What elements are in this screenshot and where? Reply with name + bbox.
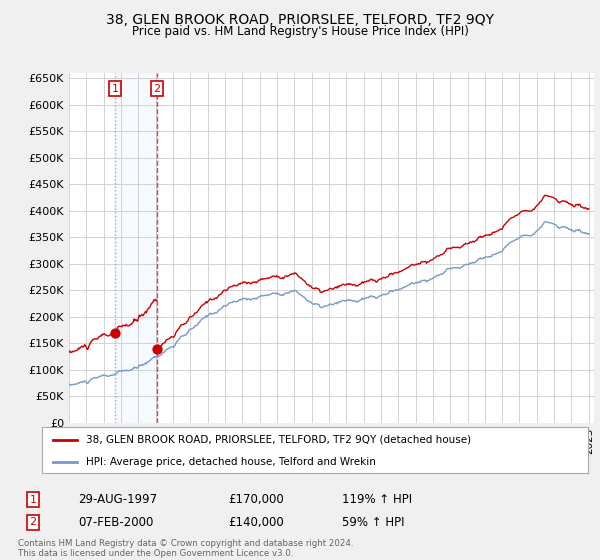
Text: 59% ↑ HPI: 59% ↑ HPI [342, 516, 404, 529]
Point [152, 344, 162, 353]
Text: £140,000: £140,000 [228, 516, 284, 529]
Text: 2: 2 [29, 517, 37, 528]
Text: 29-AUG-1997: 29-AUG-1997 [78, 493, 157, 506]
Text: 1: 1 [112, 83, 118, 94]
Text: 119% ↑ HPI: 119% ↑ HPI [342, 493, 412, 506]
Bar [115, 73, 157, 423]
Text: HPI: Average price, detached house, Telford and Wrekin: HPI: Average price, detached house, Telf… [86, 457, 376, 466]
Text: 38, GLEN BROOK ROAD, PRIORSLEE, TELFORD, TF2 9QY: 38, GLEN BROOK ROAD, PRIORSLEE, TELFORD,… [106, 13, 494, 27]
Point [110, 328, 120, 337]
Text: Price paid vs. HM Land Registry's House Price Index (HPI): Price paid vs. HM Land Registry's House … [131, 25, 469, 38]
Text: Contains HM Land Registry data © Crown copyright and database right 2024.
This d: Contains HM Land Registry data © Crown c… [18, 539, 353, 558]
Text: 38, GLEN BROOK ROAD, PRIORSLEE, TELFORD, TF2 9QY (detached house): 38, GLEN BROOK ROAD, PRIORSLEE, TELFORD,… [86, 435, 471, 445]
Text: 1: 1 [29, 494, 37, 505]
Text: £170,000: £170,000 [228, 493, 284, 506]
Text: 2: 2 [154, 83, 161, 94]
Text: 07-FEB-2000: 07-FEB-2000 [78, 516, 154, 529]
